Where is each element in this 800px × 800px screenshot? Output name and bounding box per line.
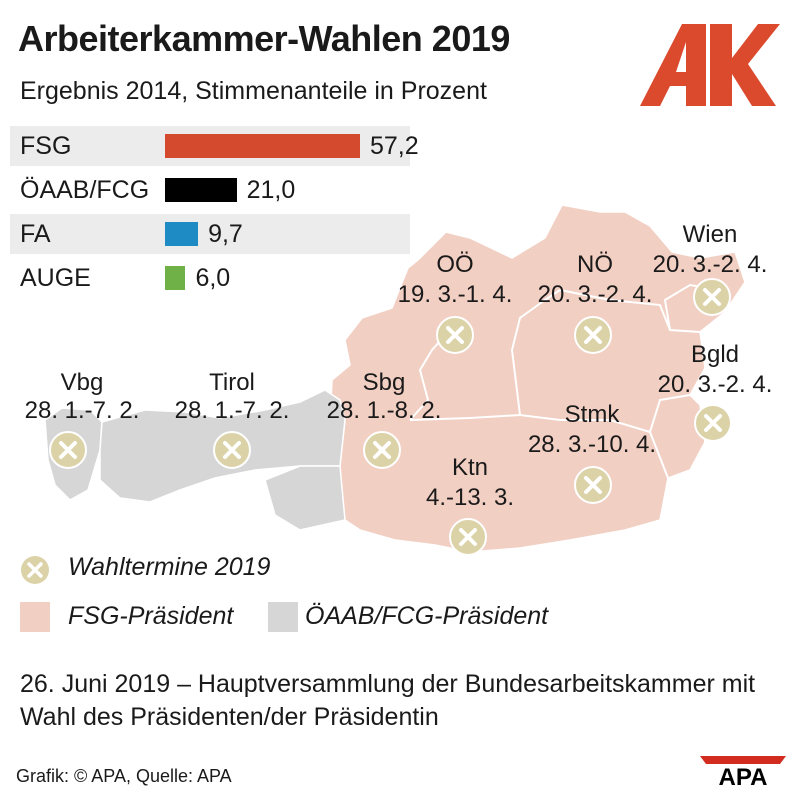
result-value: 9,7 <box>208 220 243 248</box>
result-bar <box>165 134 360 158</box>
result-value: 21,0 <box>246 176 296 204</box>
election-marker-icon <box>436 316 474 354</box>
result-party-label: FSG <box>20 132 72 160</box>
election-marker-icon <box>363 431 401 469</box>
region-dates: 28. 1.-7. 2. <box>25 397 140 424</box>
footnote: 26. Juni 2019 – Hauptversammlung der Bun… <box>20 670 756 731</box>
legend-oeaab: ÖAAB/FCG-Präsident <box>305 602 549 630</box>
result-value: 57,2 <box>370 132 419 160</box>
region-dates: 20. 3.-2. 4. <box>538 281 653 308</box>
marker-legend-icon <box>21 556 49 584</box>
election-marker-icon <box>574 466 612 504</box>
region-name: Ktn <box>452 454 488 481</box>
region-name: Stmk <box>565 401 621 428</box>
region-name: Tirol <box>209 369 255 396</box>
legend-oeaab-swatch <box>268 602 298 632</box>
result-row: AUGE 6,0 <box>10 258 410 298</box>
region-name: Sbg <box>363 369 406 396</box>
region-name: NÖ <box>577 251 613 278</box>
result-row: ÖAAB/FCG 21,0 <box>10 170 410 210</box>
region-name: Wien <box>683 221 738 248</box>
result-bar <box>165 178 237 202</box>
region-name: OÖ <box>436 251 473 278</box>
result-value: 6,0 <box>195 264 231 292</box>
result-row: FSG 57,2 <box>10 126 419 166</box>
region-dates: 20. 3.-2. 4. <box>653 251 768 278</box>
region-dates: 28. 1.-8. 2. <box>327 397 442 424</box>
election-marker-icon <box>49 431 87 469</box>
region-dates: 19. 3.-1. 4. <box>398 281 513 308</box>
region-name: Bgld <box>691 341 739 368</box>
election-date-markers <box>49 278 732 556</box>
legend-election-dates: Wahltermine 2019 <box>68 553 271 581</box>
result-party-label: AUGE <box>20 264 91 292</box>
election-marker-icon <box>574 316 612 354</box>
result-bar <box>165 266 186 290</box>
election-marker-icon <box>694 404 732 442</box>
election-marker-icon <box>693 278 731 316</box>
election-marker-icon <box>213 431 251 469</box>
region-dates: 20. 3.-2. 4. <box>658 371 773 398</box>
result-party-label: ÖAAB/FCG <box>20 176 150 204</box>
apa-logo: APA <box>700 756 786 786</box>
ak-logo-text: AK <box>640 22 642 23</box>
legend-fsg: FSG-Präsident <box>68 602 234 630</box>
page-title: Arbeiterkammer-Wahlen 2019 <box>18 18 510 59</box>
region-dates: 28. 1.-7. 2. <box>175 397 290 424</box>
result-row: FA 9,7 <box>10 214 410 254</box>
result-party-label: FA <box>20 220 51 248</box>
page-subtitle: Ergebnis 2014, Stimmenanteile in Prozent <box>20 77 487 105</box>
region-dates: 28. 3.-10. 4. <box>528 431 656 458</box>
region-name: Vbg <box>61 369 104 396</box>
region-dates: 4.-13. 3. <box>426 484 514 511</box>
result-bar <box>165 222 199 246</box>
credit-line: Grafik: © APA, Quelle: APA <box>16 766 232 786</box>
legend-fsg-swatch <box>20 602 50 632</box>
ak-logo: AK <box>640 22 780 106</box>
apa-logo-text: APA <box>719 764 768 786</box>
election-marker-icon <box>449 518 487 556</box>
